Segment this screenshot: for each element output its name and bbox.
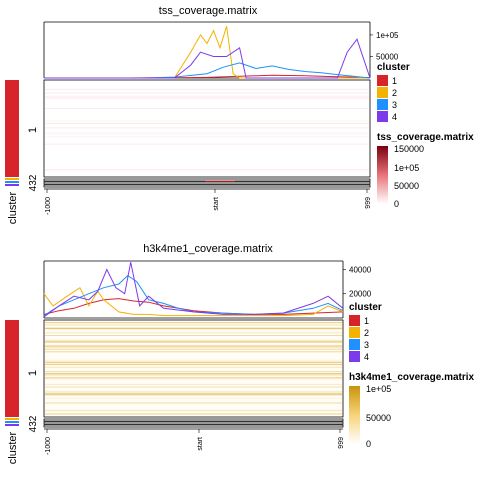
panel2-color-gradient-bar (349, 386, 360, 444)
panel1-heatmap-rows (45, 88, 369, 172)
panel2-legend-label-2: 2 (364, 328, 369, 338)
panel2-series-lines (43, 262, 344, 318)
panel2-color-legend: h3k4me1_coverage.matrix 1e+05 50000 0 (349, 372, 475, 449)
panel1-color-gradient-bar (377, 146, 388, 204)
panel2-color-legend-title: h3k4me1_coverage.matrix (349, 372, 475, 383)
panel2-row-axis-label: cluster (7, 431, 19, 464)
panel2-legend-swatch-2 (349, 327, 360, 338)
panel1-legend-swatch-4 (377, 111, 388, 122)
panel1-legend-label-3: 3 (392, 100, 397, 110)
panel1-legend-swatch-1 (377, 75, 388, 86)
panel1-x-tick-label-center: start (213, 197, 220, 211)
panel1-cluster-legend-title: cluster (377, 62, 410, 73)
panel2-color-tick-1e05: 1e+05 (366, 384, 391, 394)
panel2-ytick-label-1: 40000 (349, 265, 372, 274)
panel1-row-axis-label: cluster (7, 191, 19, 224)
panel1-series-line-2 (44, 26, 370, 79)
panel2-row-label-432: 432 (28, 415, 39, 432)
panel2-summary-plot: 20000 40000 (43, 260, 372, 319)
panel1-series-line-4 (44, 38, 371, 79)
panel2-x-axis: -1000 start 999 (44, 428, 345, 455)
panel1-ytick-label-1: 1e+05 (376, 31, 399, 40)
panel1-ytick-label-0: 50000 (376, 52, 399, 61)
panel1-cluster-annotation (5, 80, 19, 186)
panel1-legend-label-1: 1 (392, 76, 397, 86)
panel1-heatmap-body (43, 79, 371, 178)
panel2-cluster-legend-title: cluster (349, 302, 382, 313)
panel1-heatmap (43, 79, 371, 188)
panel2-cluster-annotation (5, 320, 19, 426)
panel2-summary-yticks: 20000 40000 (343, 265, 372, 299)
panel1-color-tick-50000: 50000 (394, 181, 419, 191)
panel1-legend-label-4: 4 (392, 112, 397, 122)
panel2-cluster-3-strip (43, 421, 344, 425)
panel2-cluster-legend: cluster 1 2 3 4 (349, 302, 382, 362)
panel2-legend-label-3: 3 (364, 340, 369, 350)
panel1-row-label-1: 1 (27, 127, 39, 133)
panel2-legend-swatch-3 (349, 339, 360, 350)
panel1-color-tick-1e05: 1e+05 (394, 163, 419, 173)
panel1-summary-yticks: 50000 1e+05 (370, 31, 399, 61)
panel2-annotation-cluster-3 (5, 421, 19, 423)
panel2-legend-swatch-4 (349, 351, 360, 362)
panel1-summary-plot: 50000 1e+05 (43, 21, 399, 79)
panel1-color-tick-0: 0 (394, 199, 399, 209)
panel2-annotation-cluster-1 (5, 320, 19, 417)
panel1-legend-swatch-2 (377, 87, 388, 98)
panel2-series-line-2 (43, 286, 344, 317)
panel2-x-tick-label-left: -1000 (45, 437, 52, 455)
panel2-cluster-4-strip (43, 424, 344, 428)
panel2-legend-label-4: 4 (364, 352, 369, 362)
panel1-annotation-cluster-3 (5, 181, 19, 183)
panel2-row-label-1: 1 (27, 370, 39, 376)
panel2-title: h3k4me1_coverage.matrix (143, 243, 273, 255)
panel1-annotation-cluster-2 (5, 178, 19, 180)
panel2-legend-label-1: 1 (364, 316, 369, 326)
panel2-series-line-4 (43, 262, 344, 318)
panel1-x-axis: -1000 start 999 (44, 188, 372, 215)
panel1-legend-label-2: 2 (392, 88, 397, 98)
panel2-color-tick-0: 0 (366, 439, 371, 449)
panel2-series-line-3 (43, 274, 344, 317)
panel1-series-lines (44, 26, 371, 79)
panel2-annotation-cluster-4 (5, 424, 19, 426)
panel2-heatmap-body (43, 319, 344, 418)
panel2-cluster-2-strip (43, 418, 344, 422)
panel1-row-label-432: 432 (28, 174, 39, 191)
panel2-legend-swatch-1 (349, 315, 360, 326)
panel1-series-line-3 (44, 62, 371, 79)
panel1-cluster-3-strip (43, 181, 371, 185)
panel1-cluster-4-strip (43, 184, 371, 188)
panel2-color-tick-50000: 50000 (366, 413, 391, 423)
panel1-cluster-legend: cluster 1 2 3 4 (377, 62, 410, 122)
panel1-color-legend: tss_coverage.matrix 150000 1e+05 50000 0 (377, 132, 474, 209)
panel1-x-tick-label-left: -1000 (45, 197, 52, 215)
panel2-heatmap (43, 319, 344, 428)
panel1-annotation-cluster-4 (5, 184, 19, 186)
panel1-title: tss_coverage.matrix (159, 5, 258, 17)
panel2-x-tick-label-center: start (197, 437, 204, 451)
panel2-ytick-label-0: 20000 (349, 290, 372, 299)
panel1-color-tick-150000: 150000 (394, 144, 424, 154)
panel2-heatmap-rows (45, 322, 342, 415)
panel1-legend-swatch-3 (377, 99, 388, 110)
panel2-x-tick-label-right: 999 (338, 437, 345, 449)
panel1-x-tick-label-right: 999 (365, 197, 372, 209)
panel1-color-legend-title: tss_coverage.matrix (377, 132, 474, 143)
panel2-annotation-cluster-2 (5, 418, 19, 420)
panel1-annotation-cluster-1 (5, 80, 19, 177)
panel2-series-line-1 (43, 298, 344, 315)
